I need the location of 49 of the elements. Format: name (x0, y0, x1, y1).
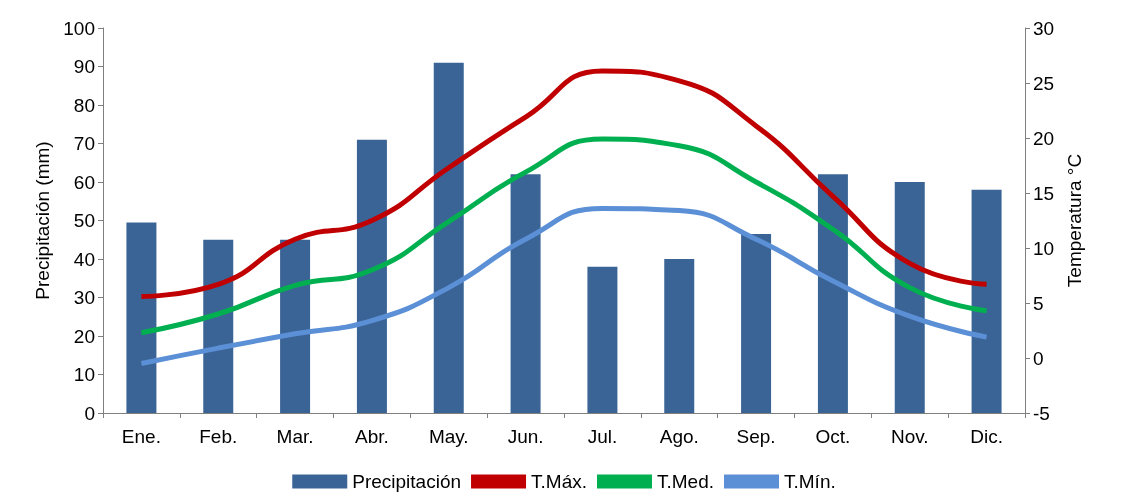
x-tick-label: Mar. (276, 426, 314, 447)
y-axis-title: Precipitación (mm) (32, 141, 54, 300)
bar (971, 189, 1002, 413)
y2-axis-title: Temperatura °C (1064, 153, 1086, 288)
y2-tick-label: 15 (1033, 182, 1055, 204)
x-tick-label: Ago. (659, 426, 699, 447)
bar (280, 239, 311, 413)
x-tick-label: Sep. (736, 426, 776, 447)
bar (126, 222, 157, 413)
y2-tick-label: 5 (1033, 292, 1044, 314)
legend-label: T.Máx. (531, 471, 587, 492)
y-tick-label: 10 (73, 364, 95, 385)
y2-tick-label: 20 (1033, 127, 1055, 149)
bar (356, 139, 387, 413)
y-tick-label: 70 (73, 133, 95, 154)
legend-label: T.Mín. (784, 471, 836, 492)
bar (433, 62, 464, 413)
x-tick-label: May. (428, 426, 469, 447)
y-tick-label: 90 (73, 56, 95, 77)
y2-tick-label: 30 (1033, 17, 1055, 39)
y2-tick-label: -5 (1033, 402, 1050, 424)
bar (664, 259, 695, 413)
bar (741, 233, 772, 413)
x-tick-label: Nov. (890, 426, 929, 447)
y2-tick-label: 25 (1033, 72, 1055, 94)
x-tick-label: Abr. (355, 426, 389, 447)
x-tick-label: Feb. (199, 426, 238, 447)
y2-tick-label: 10 (1033, 237, 1055, 259)
x-tick-label: Ene. (121, 426, 161, 447)
x-tick-label: Jul. (587, 426, 618, 447)
y-tick-label: 20 (73, 325, 95, 347)
bar (203, 239, 234, 413)
y-tick-label: 0 (84, 402, 95, 424)
y-tick-label: 30 (73, 287, 95, 308)
bar (587, 266, 618, 413)
x-tick-label: Jun. (507, 426, 544, 447)
y2-tick-label: 0 (1033, 347, 1044, 369)
bar (894, 182, 925, 413)
y-tick-label: 40 (73, 248, 95, 270)
y-tick-label: 100 (63, 17, 95, 39)
x-tick-label: Dic. (970, 426, 1003, 447)
y-tick-label: 50 (73, 210, 95, 231)
legend-label: T.Med. (656, 471, 715, 492)
bar (817, 174, 848, 413)
y-tick-label: 60 (73, 171, 95, 193)
x-tick-label: Oct. (815, 426, 851, 447)
bar (510, 174, 541, 413)
y-tick-label: 80 (73, 94, 95, 116)
legend-label: Precipitación (352, 471, 462, 492)
